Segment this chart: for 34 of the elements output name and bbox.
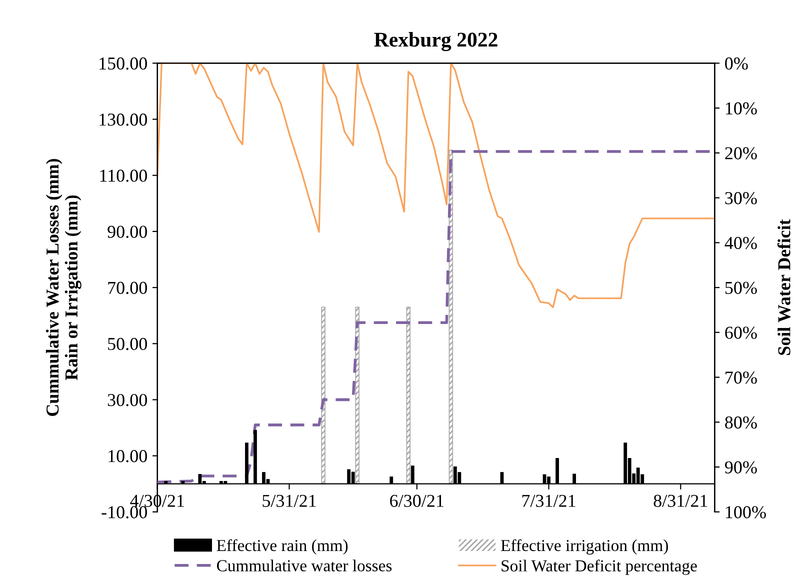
- legend-label: Effective rain (mm): [216, 539, 348, 555]
- y-tick-label: 110.00: [100, 170, 147, 182]
- y-tick-label: 150.00: [100, 57, 147, 70]
- y2-tick-label: 0%: [725, 57, 748, 70]
- y2-tick-label: 10%: [726, 102, 757, 115]
- legend-label: Cummulative water losses: [216, 560, 392, 572]
- y-tick-label: 70.00: [108, 282, 147, 294]
- y-tick-label: 30.00: [108, 394, 147, 406]
- y2-tick-label: 100%: [726, 506, 766, 518]
- y2-axis-title: Soil Water Deficit: [777, 219, 790, 355]
- y2-tick-label: 90%: [724, 461, 757, 474]
- x-tick-label: 7/31/21: [522, 494, 576, 507]
- y2-tick-label: 50%: [725, 282, 757, 294]
- bar: [406, 306, 410, 484]
- y-tick-label: 130.00: [100, 114, 147, 126]
- x-tick-label: 8/31/21: [654, 494, 708, 507]
- x-tick-label: 5/31/21: [262, 494, 316, 507]
- y-tick-label: 90.00: [108, 226, 147, 238]
- y2-tick-label: 60%: [725, 326, 757, 339]
- y2-tick-label: 40%: [724, 236, 757, 250]
- y-tick-label: 50.00: [108, 338, 147, 350]
- y-axis-title: Cummulative Water Losses (mm) Rain or Irrigation (mm): [46, 159, 82, 416]
- y2-tick-label: 30%: [725, 192, 757, 204]
- y-tick-label: -10.00: [102, 506, 147, 518]
- x-tick-label: 6/30/21: [390, 494, 444, 507]
- bar: [321, 306, 326, 484]
- bar: [355, 306, 360, 484]
- legend-label: Effective irrigation (mm): [501, 539, 668, 555]
- y2-tick-label: 70%: [726, 372, 757, 384]
- y-tick-label: 10.00: [108, 450, 147, 462]
- y2-tick-label: 80%: [725, 416, 757, 429]
- chart-title: Rexburg 2022: [374, 32, 498, 52]
- legend-label: Soil Water Deficit percentage: [502, 560, 697, 575]
- y2-tick-label: 20%: [725, 147, 757, 160]
